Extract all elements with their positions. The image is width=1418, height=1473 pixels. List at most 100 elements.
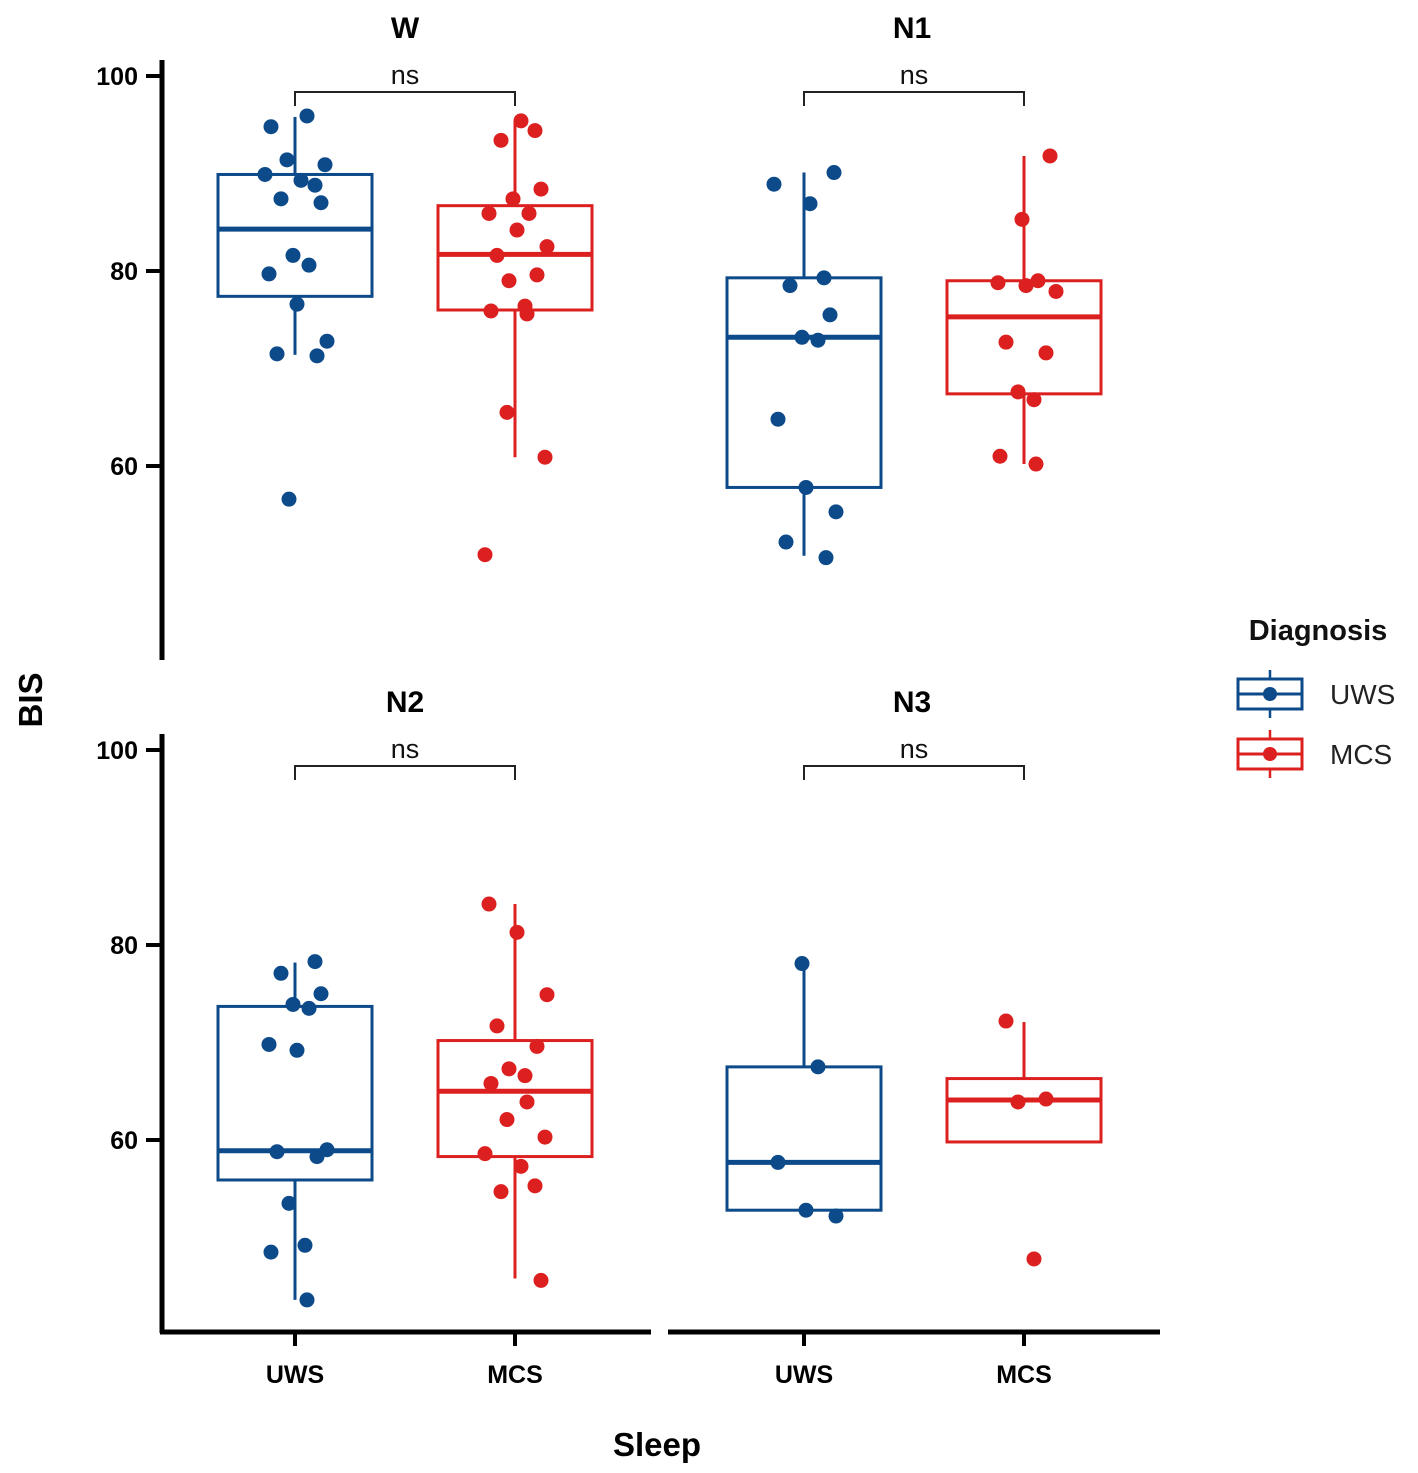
data-point xyxy=(261,1036,277,1052)
data-point xyxy=(519,306,535,322)
data-point xyxy=(493,1184,509,1200)
box-iqr xyxy=(725,1065,883,1212)
data-point xyxy=(519,1094,535,1110)
data-point xyxy=(802,196,818,212)
x-tick-label: UWS xyxy=(775,1361,833,1389)
significance-label: ns xyxy=(391,734,420,764)
data-point xyxy=(527,1178,543,1194)
significance-bracket xyxy=(803,91,1025,106)
data-point xyxy=(285,996,301,1012)
group-mcs xyxy=(945,148,1103,472)
data-point xyxy=(778,534,794,550)
box-iqr xyxy=(436,204,594,312)
y-tick-label: 80 xyxy=(110,932,138,960)
group-mcs xyxy=(945,1013,1103,1267)
data-point xyxy=(1014,211,1030,227)
x-tick-label: MCS xyxy=(487,1361,543,1389)
box-iqr xyxy=(216,172,374,298)
data-point xyxy=(810,1059,826,1075)
legend-item-uws: UWS xyxy=(1236,670,1395,718)
data-point xyxy=(499,404,515,420)
data-point xyxy=(313,986,329,1002)
panel-N3: N3 ns xyxy=(725,686,1103,1267)
panel-title: W xyxy=(391,12,420,45)
data-point xyxy=(307,954,323,970)
panel-W: Wns xyxy=(216,12,594,563)
box-iqr xyxy=(436,1039,594,1159)
box-iqr xyxy=(945,279,1103,396)
data-point xyxy=(509,924,525,940)
data-point xyxy=(299,108,315,124)
data-point xyxy=(299,1292,315,1308)
data-point xyxy=(998,334,1014,350)
x-tick-label: MCS xyxy=(996,1361,1052,1389)
data-point xyxy=(293,172,309,188)
y-tick-label: 100 xyxy=(96,63,138,91)
data-point xyxy=(319,333,335,349)
panel-title: N1 xyxy=(893,12,931,45)
data-point xyxy=(1018,278,1034,294)
data-point xyxy=(828,504,844,520)
data-point xyxy=(782,278,798,294)
box-iqr xyxy=(725,276,883,489)
data-point xyxy=(489,247,505,263)
data-point xyxy=(521,205,537,221)
x-axis-title: Sleep xyxy=(613,1426,701,1463)
group-mcs xyxy=(436,896,594,1288)
data-point xyxy=(317,157,333,173)
data-point xyxy=(533,181,549,197)
data-point xyxy=(529,1038,545,1054)
data-point xyxy=(537,449,553,465)
y-tick-label: 60 xyxy=(110,453,138,481)
data-point xyxy=(483,303,499,319)
axes-layer: 60 80 100 60 80 100 UWS MCS UWS MCS xyxy=(96,60,1160,1389)
data-point xyxy=(261,266,277,282)
significance-bracket xyxy=(294,91,516,106)
data-point xyxy=(481,205,497,221)
y-tick-label: 100 xyxy=(96,737,138,765)
data-point xyxy=(828,1208,844,1224)
significance-label: ns xyxy=(391,60,420,90)
data-point xyxy=(770,411,786,427)
data-point xyxy=(822,307,838,323)
y-tick-label: 80 xyxy=(110,258,138,286)
data-point xyxy=(505,191,521,207)
data-point xyxy=(301,1000,317,1016)
data-point xyxy=(1038,345,1054,361)
data-point xyxy=(826,165,842,181)
data-point xyxy=(1048,283,1064,299)
data-point xyxy=(1042,148,1058,164)
data-point xyxy=(539,987,555,1003)
data-point xyxy=(489,1018,505,1034)
data-point xyxy=(770,1154,786,1170)
data-point xyxy=(313,195,329,211)
data-point xyxy=(527,123,543,139)
data-point xyxy=(1026,1251,1042,1267)
data-point xyxy=(263,119,279,135)
data-point xyxy=(1030,273,1046,289)
data-point xyxy=(499,1112,515,1128)
data-point xyxy=(289,1042,305,1058)
data-point xyxy=(513,1158,529,1174)
data-point xyxy=(269,346,285,362)
significance-label: ns xyxy=(900,60,929,90)
legend-label: UWS xyxy=(1330,679,1395,710)
data-point xyxy=(281,491,297,507)
data-point xyxy=(501,273,517,289)
data-point xyxy=(798,479,814,495)
data-point xyxy=(257,166,273,182)
data-point xyxy=(477,1146,493,1162)
data-point xyxy=(1038,1091,1054,1107)
data-point xyxy=(517,1068,533,1084)
panel-title: N2 xyxy=(386,686,424,719)
box-iqr xyxy=(945,1077,1103,1144)
panel-N2: N2 ns xyxy=(216,686,594,1308)
data-point xyxy=(990,275,1006,291)
data-point xyxy=(1028,456,1044,472)
data-point xyxy=(818,550,834,566)
legend-item-mcs: MCS xyxy=(1236,730,1392,778)
data-point xyxy=(998,1013,1014,1029)
data-point xyxy=(533,1272,549,1288)
panel-N1: N1 ns xyxy=(725,12,1103,566)
